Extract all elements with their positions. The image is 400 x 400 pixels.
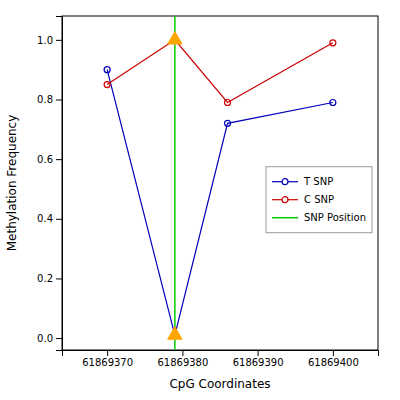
tick-mark [56,338,62,339]
tick-label: 61869370 [82,357,133,368]
tick-mark [258,350,259,356]
y-axis-title: Methylation Frequency [5,115,19,252]
tick-mark [333,350,334,356]
tick-mark [56,278,62,279]
legend: T SNP C SNP SNP Position [266,167,372,233]
tick: 0.8 [37,94,62,105]
triangle-marker [168,32,182,44]
tick-label: 0.6 [37,154,53,165]
legend-label: C SNP [304,194,334,205]
tick-label: 61869390 [233,357,284,368]
point [225,99,231,105]
tick: 0.0 [37,333,62,344]
legend-marker [282,197,288,203]
plot: 618693706186938061869390618694000.00.20.… [37,16,378,368]
tick-mark [56,219,62,220]
triangle-marker [168,327,182,339]
tick-label: 1.0 [37,35,53,46]
tick-label: 61869400 [308,357,359,368]
tick: 61869370 [82,350,133,368]
point [104,82,110,88]
line [107,40,333,103]
tick-mark [56,40,62,41]
x-axis: 61869370 61869380 61869390 61869400 [63,350,379,368]
y-axis: 0.0 0.2 0.4 0.6 0.8 1.0 [37,17,62,351]
legend-label: SNP Position [304,212,366,223]
vertical-line [174,16,176,350]
legend-label: T SNP [303,176,333,187]
tick: 0.6 [37,154,62,165]
legend-swatch [272,217,298,219]
legend-entry: SNP Position [272,212,366,223]
tick: 0.2 [37,273,62,284]
tick: 61869400 [308,350,359,368]
legend-marker [282,179,288,185]
tick-label: 0.8 [37,94,53,105]
chart: 618693706186938061869390618694000.00.20.… [0,0,400,400]
tick: 1.0 [37,35,62,46]
legend-entry: C SNP [272,194,334,205]
point [104,67,110,73]
tick-mark [182,350,183,356]
legend-box [266,167,372,233]
point [330,40,336,46]
tick-label: 0.2 [37,273,53,284]
tick-mark [56,100,62,101]
plot-frame [62,16,378,350]
tick-mark [56,159,62,160]
tick: 61869390 [233,350,284,368]
tick-label: 0.0 [37,333,53,344]
tick: 0.4 [37,213,62,224]
tick-label: 0.4 [37,213,53,224]
legend-entry: T SNP [272,176,333,187]
point [225,120,231,126]
tick: 61869380 [157,350,208,368]
x-axis-title: CpG Coordinates [169,377,270,391]
tick-label: 61869380 [157,357,208,368]
point [330,99,336,105]
tick-mark [107,350,108,356]
axis-line [63,351,379,357]
